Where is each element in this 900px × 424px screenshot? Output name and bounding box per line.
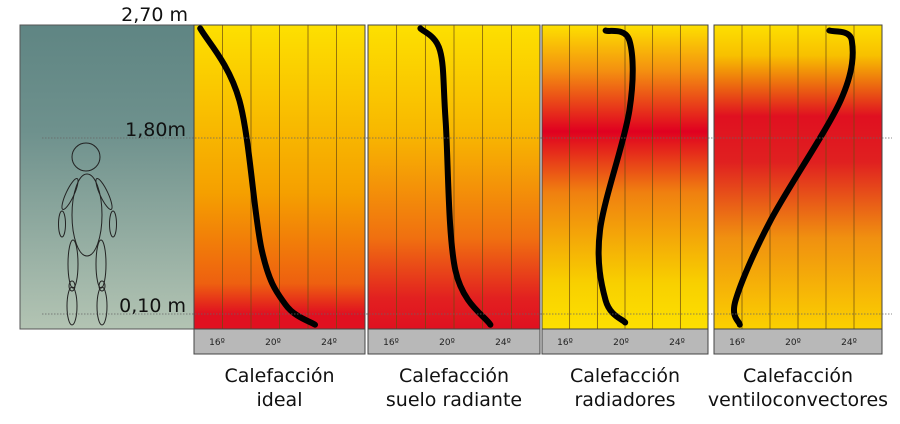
temperature-curve (595, 27, 636, 326)
temperature-axis (367, 328, 541, 355)
tick-label: 20º (265, 338, 281, 348)
caption-line: Calefacción (398, 365, 510, 387)
tick-label: 24º (841, 338, 857, 348)
caption-line: ideal (256, 389, 303, 411)
height-label-head: 1,80m (125, 119, 186, 141)
room-panel: 2,70 m 1,80m 0,10 m (19, 4, 195, 330)
temperature-panel: 16º 20º 24º (367, 24, 541, 355)
tick-label: 20º (613, 338, 629, 348)
tick-label: 24º (321, 338, 337, 348)
caption-line: Calefacción (742, 365, 854, 387)
caption-line: radiadores (574, 389, 676, 411)
temperature-axis (713, 328, 883, 355)
tick-label: 16º (729, 338, 745, 348)
caption-line: suelo radiante (385, 389, 523, 411)
temperature-curve (417, 25, 494, 328)
panel-caption: Calefacción ventiloconvectores (694, 364, 900, 412)
tick-label: 24º (669, 338, 685, 348)
tick-label: 16º (557, 338, 573, 348)
caption-line: Calefacción (569, 365, 681, 387)
tick-label: 16º (383, 338, 399, 348)
temperature-axis (541, 328, 709, 355)
temperature-curve (730, 27, 856, 328)
tick-label: 24º (495, 338, 511, 348)
height-label-top: 2,70 m (121, 4, 188, 26)
tick-label: 16º (209, 338, 225, 348)
temperature-curve (197, 25, 318, 328)
tick-label: 20º (785, 338, 801, 348)
temperature-panel: 16º 20º 24º (713, 24, 883, 355)
panel-caption: Calefacción ideal (174, 364, 385, 412)
caption-line: ventiloconvectores (707, 389, 889, 411)
height-label-floor: 0,10 m (119, 295, 186, 317)
panel-caption: Calefacción suelo radiante (348, 364, 560, 412)
person-icon (58, 142, 117, 326)
panel-caption: Calefacción radiadores (522, 364, 728, 412)
temperature-panel: 16º 20º 24º (541, 24, 709, 355)
tick-label: 20º (439, 338, 455, 348)
temperature-axis (193, 328, 366, 355)
temperature-panel: 16º 20º 24º (193, 24, 366, 355)
caption-line: Calefacción (224, 365, 335, 387)
